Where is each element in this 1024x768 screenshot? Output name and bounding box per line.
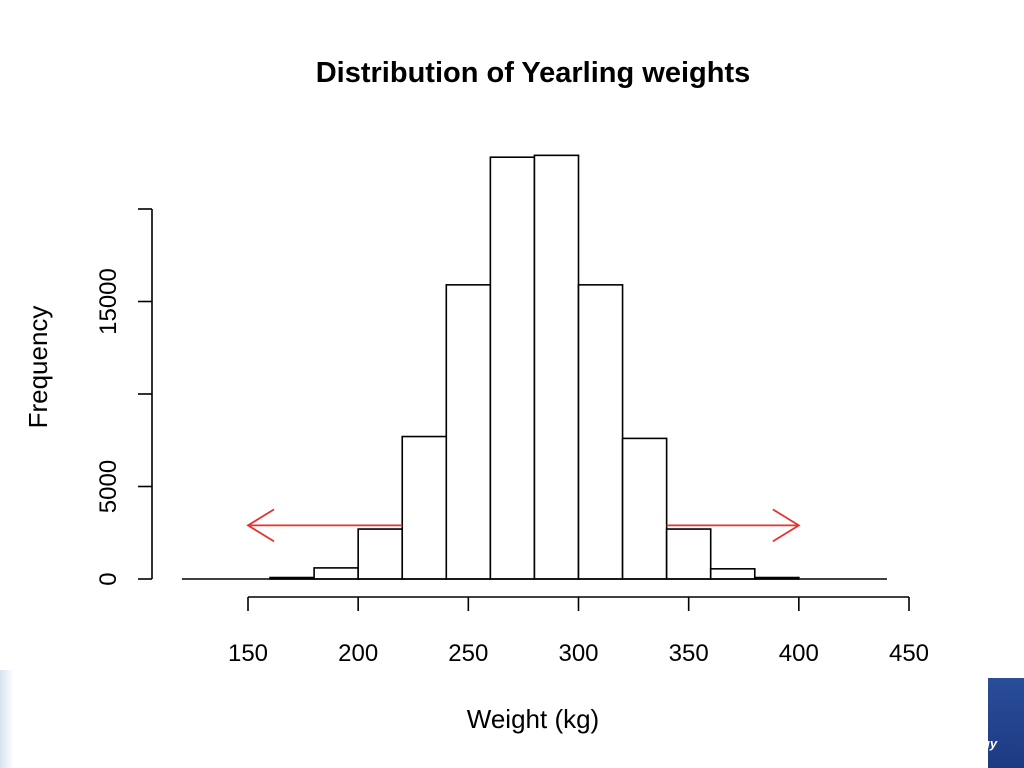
histogram-bar [577, 284, 624, 580]
histogram-bars [269, 154, 800, 580]
y-tick-label: 15000 [95, 268, 122, 335]
y-axis-label: Frequency [23, 306, 53, 429]
brand-text: ogy [988, 736, 998, 751]
histogram-bar [313, 567, 359, 580]
brand-logo-box: ogy [988, 678, 1024, 768]
x-axis: 150 200 250 300 350 400 450 [228, 596, 929, 667]
histogram-bar [445, 284, 492, 580]
y-axis: 0 5000 15000 [95, 208, 153, 586]
histogram-bar [621, 437, 668, 580]
x-tick-label: 200 [338, 640, 378, 667]
histogram-bar [709, 568, 756, 580]
histogram-bar [533, 154, 580, 580]
x-axis-label: Weight (kg) [467, 704, 599, 734]
annotation-arrow-head [772, 508, 801, 543]
y-tick-label: 5000 [95, 460, 122, 513]
annotation-arrow-head [246, 508, 275, 543]
slide-edge-decoration [0, 670, 14, 768]
x-tick-label: 450 [889, 640, 929, 667]
x-tick-label: 400 [779, 640, 819, 667]
histogram-bar [665, 528, 712, 580]
annotations [246, 508, 801, 543]
x-tick-label: 150 [228, 640, 268, 667]
x-tick-label: 250 [448, 640, 488, 667]
x-tick-label: 300 [558, 640, 598, 667]
histogram-bar [357, 528, 404, 580]
x-tick-label: 350 [669, 640, 709, 667]
y-tick-label: 0 [95, 572, 122, 585]
chart-title: Distribution of Yearling weights [316, 57, 751, 89]
histogram-bar [401, 435, 448, 580]
histogram-bar [489, 156, 536, 580]
